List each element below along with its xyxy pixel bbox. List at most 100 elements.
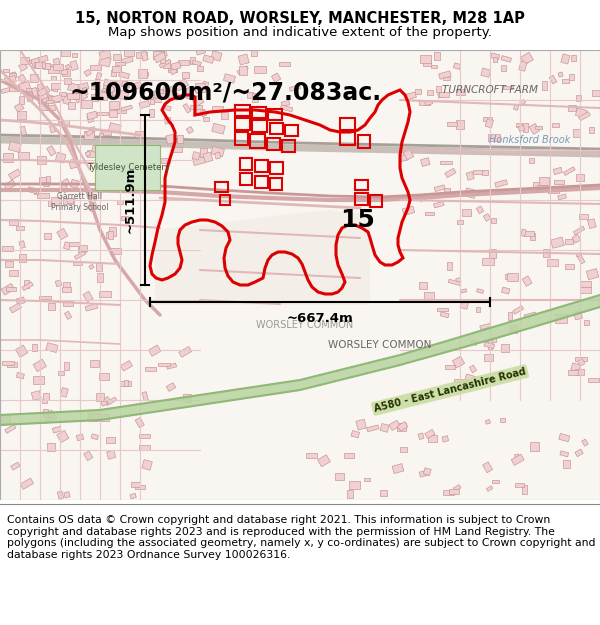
Bar xyxy=(436,86,442,92)
Bar xyxy=(63,281,70,288)
Bar xyxy=(575,357,587,361)
Bar xyxy=(10,72,16,78)
Bar xyxy=(112,91,120,94)
Bar xyxy=(47,410,56,419)
Bar xyxy=(482,171,488,175)
Polygon shape xyxy=(0,295,600,425)
Bar xyxy=(575,449,583,457)
Bar xyxy=(109,228,116,236)
Bar xyxy=(4,76,16,84)
Bar xyxy=(254,66,266,73)
Bar xyxy=(18,81,31,93)
Bar xyxy=(172,147,182,152)
Bar xyxy=(449,489,458,494)
Bar xyxy=(35,62,42,68)
Bar xyxy=(524,312,536,318)
Bar xyxy=(103,88,112,94)
Bar xyxy=(42,399,47,403)
Bar xyxy=(16,345,28,358)
Bar xyxy=(281,100,290,106)
Bar xyxy=(99,133,103,136)
Bar xyxy=(145,366,156,371)
Bar xyxy=(131,481,140,488)
Bar xyxy=(572,234,581,243)
Bar xyxy=(182,72,189,78)
Bar xyxy=(136,149,148,152)
Bar xyxy=(64,491,70,498)
Bar xyxy=(558,72,563,77)
Bar xyxy=(563,460,569,468)
Bar xyxy=(135,418,145,428)
Bar xyxy=(121,105,133,111)
Bar xyxy=(107,450,116,459)
Bar xyxy=(86,129,93,136)
Bar xyxy=(82,88,88,96)
Bar xyxy=(58,371,64,375)
Bar xyxy=(507,273,518,281)
Bar xyxy=(524,231,534,236)
Bar xyxy=(88,413,99,421)
Bar xyxy=(445,364,455,369)
Bar xyxy=(500,418,505,422)
Bar xyxy=(306,452,317,458)
Bar xyxy=(62,179,70,187)
Bar xyxy=(419,101,430,105)
Bar xyxy=(43,63,50,69)
Bar xyxy=(183,104,191,113)
Bar xyxy=(443,491,454,495)
Bar xyxy=(92,145,105,154)
Bar xyxy=(456,120,464,129)
Bar xyxy=(43,182,49,186)
Bar xyxy=(84,69,91,76)
Bar xyxy=(73,90,88,103)
Bar xyxy=(397,422,408,431)
Bar xyxy=(32,93,38,99)
Bar xyxy=(91,94,98,101)
Bar xyxy=(60,388,68,398)
Bar xyxy=(515,483,524,487)
Bar xyxy=(19,62,28,71)
Bar xyxy=(44,233,51,239)
Bar xyxy=(344,453,354,458)
Bar xyxy=(397,423,406,431)
Bar xyxy=(78,82,89,91)
Bar xyxy=(65,64,70,69)
Bar xyxy=(175,79,188,91)
Bar xyxy=(488,134,500,141)
Bar xyxy=(201,110,206,117)
Bar xyxy=(103,79,116,88)
Bar xyxy=(37,156,46,164)
Bar xyxy=(551,237,564,248)
Bar xyxy=(85,131,94,139)
Bar xyxy=(211,146,224,157)
Bar xyxy=(454,361,461,366)
Bar xyxy=(27,92,32,101)
Bar xyxy=(457,220,463,224)
Text: Tyldesley Cemetery: Tyldesley Cemetery xyxy=(86,164,169,172)
Text: A580 - East Lancashire Road: A580 - East Lancashire Road xyxy=(373,366,527,414)
Bar xyxy=(530,233,535,240)
Bar xyxy=(589,127,594,132)
Bar xyxy=(101,414,109,421)
Bar xyxy=(190,105,202,109)
Bar xyxy=(584,320,589,324)
Bar xyxy=(552,123,559,127)
Bar xyxy=(58,120,69,124)
Bar xyxy=(559,433,570,442)
Text: Honksford Brook: Honksford Brook xyxy=(490,135,571,145)
Bar xyxy=(424,468,431,476)
Bar xyxy=(155,50,167,59)
Bar xyxy=(57,491,64,499)
Bar xyxy=(184,394,191,402)
Bar xyxy=(124,48,134,56)
Bar xyxy=(454,63,461,69)
Bar xyxy=(580,288,591,293)
Bar xyxy=(440,161,452,164)
Bar xyxy=(196,46,206,55)
Bar xyxy=(4,180,16,190)
Bar xyxy=(280,105,293,112)
Bar xyxy=(109,101,119,109)
Bar xyxy=(571,56,575,61)
Bar xyxy=(537,186,547,189)
Bar xyxy=(97,90,106,94)
